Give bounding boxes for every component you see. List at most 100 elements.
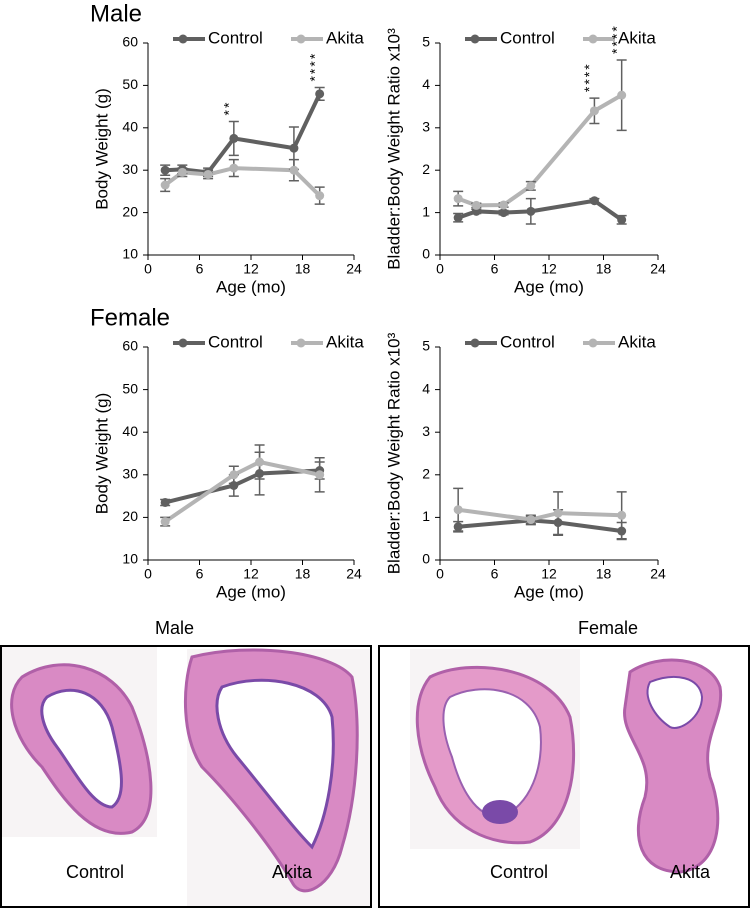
data-point bbox=[617, 215, 627, 225]
series-line bbox=[164, 459, 321, 524]
data-point bbox=[453, 213, 463, 223]
x-tick-label: 12 bbox=[541, 261, 557, 277]
data-point bbox=[453, 194, 463, 204]
x-tick-label: 24 bbox=[650, 566, 666, 582]
data-point bbox=[229, 133, 239, 143]
data-point bbox=[553, 508, 563, 518]
data-point bbox=[526, 206, 536, 216]
hist-label: Akita bbox=[272, 862, 313, 882]
legend-label: Control bbox=[500, 332, 555, 351]
series-line bbox=[457, 518, 622, 534]
y-tick-label: 1 bbox=[422, 508, 430, 524]
legend-marker bbox=[470, 34, 480, 44]
y-tick-label: 60 bbox=[122, 338, 138, 354]
x-tick-label: 0 bbox=[144, 566, 152, 582]
significance-label: **** bbox=[608, 24, 624, 54]
legend-label: Control bbox=[500, 28, 555, 47]
y-axis-label: Bladder:Body Weight Ratio x10³ bbox=[384, 28, 403, 270]
y-axis-label: Body Weight (g) bbox=[92, 393, 111, 515]
data-point bbox=[289, 165, 299, 175]
y-tick-label: 30 bbox=[122, 466, 138, 482]
x-tick-label: 0 bbox=[144, 261, 152, 277]
x-tick-label: 12 bbox=[243, 261, 259, 277]
y-tick-label: 1 bbox=[422, 203, 430, 219]
hist-panel bbox=[378, 645, 750, 908]
x-tick-label: 6 bbox=[491, 566, 499, 582]
data-point bbox=[160, 497, 170, 507]
x-tick-label: 18 bbox=[295, 566, 311, 582]
data-point bbox=[289, 143, 299, 153]
x-tick-label: 18 bbox=[596, 566, 612, 582]
series-line bbox=[165, 93, 322, 175]
y-tick-label: 40 bbox=[122, 423, 138, 439]
significance-label: ** bbox=[221, 101, 237, 116]
data-point bbox=[229, 470, 239, 480]
y-tick-label: 3 bbox=[422, 423, 430, 439]
y-tick-label: 50 bbox=[122, 76, 138, 92]
x-axis-label: Age (mo) bbox=[216, 277, 286, 296]
x-tick-label: 0 bbox=[436, 261, 444, 277]
x-tick-label: 24 bbox=[346, 566, 362, 582]
data-point bbox=[453, 505, 463, 515]
data-point bbox=[617, 90, 627, 100]
data-point bbox=[160, 165, 170, 175]
data-point bbox=[203, 169, 213, 179]
x-tick-label: 24 bbox=[346, 261, 362, 277]
x-tick-label: 24 bbox=[650, 261, 666, 277]
y-tick-label: 60 bbox=[122, 34, 138, 50]
y-tick-label: 3 bbox=[422, 119, 430, 135]
y-tick-label: 4 bbox=[422, 380, 430, 396]
data-point bbox=[160, 180, 170, 190]
data-point bbox=[499, 200, 509, 210]
legend-marker bbox=[178, 338, 188, 348]
x-tick-label: 18 bbox=[295, 261, 311, 277]
x-tick-label: 12 bbox=[541, 566, 557, 582]
y-tick-label: 2 bbox=[422, 466, 430, 482]
y-axis-label: Body Weight (g) bbox=[92, 88, 111, 210]
data-point bbox=[229, 163, 239, 173]
data-point bbox=[617, 510, 627, 520]
x-tick-label: 18 bbox=[596, 261, 612, 277]
hist-title: Male bbox=[155, 618, 195, 638]
legend-label: Control bbox=[208, 332, 263, 351]
legend-label: Akita bbox=[618, 332, 656, 351]
x-tick-label: 6 bbox=[196, 566, 204, 582]
data-point bbox=[255, 457, 265, 467]
data-point bbox=[471, 200, 481, 210]
series-line bbox=[457, 507, 622, 522]
data-point bbox=[315, 89, 325, 99]
hist-images bbox=[2, 647, 374, 906]
hist-images bbox=[410, 649, 723, 874]
legend-marker bbox=[178, 34, 188, 44]
data-point bbox=[526, 181, 536, 191]
y-tick-label: 50 bbox=[122, 380, 138, 396]
data-point bbox=[315, 470, 325, 480]
data-point bbox=[526, 515, 536, 525]
data-point bbox=[589, 196, 599, 206]
y-tick-label: 5 bbox=[422, 34, 430, 50]
chart-title: Female bbox=[90, 304, 170, 331]
hist-label: Akita bbox=[670, 862, 711, 882]
y-tick-label: 30 bbox=[122, 161, 138, 177]
legend-marker bbox=[470, 338, 480, 348]
legend-label: Control bbox=[208, 28, 263, 47]
chart-title: Male bbox=[90, 0, 142, 27]
y-axis-label: Bladder:Body Weight Ratio x10³ bbox=[384, 332, 403, 574]
series-line bbox=[164, 468, 320, 505]
hist-label: Control bbox=[490, 862, 549, 882]
y-tick-label: 2 bbox=[422, 161, 430, 177]
y-tick-label: 0 bbox=[422, 246, 430, 262]
legend-marker bbox=[296, 34, 306, 44]
x-axis-label: Age (mo) bbox=[514, 277, 584, 296]
legend-marker bbox=[296, 338, 306, 348]
legend-label: Akita bbox=[326, 332, 364, 351]
x-axis-label: Age (mo) bbox=[514, 582, 584, 601]
y-tick-label: 10 bbox=[122, 551, 138, 567]
hist-label: Control bbox=[66, 862, 125, 882]
data-point bbox=[315, 191, 325, 201]
data-point bbox=[177, 167, 187, 177]
x-tick-label: 12 bbox=[243, 566, 259, 582]
legend-marker bbox=[588, 338, 598, 348]
legend-label: Akita bbox=[618, 28, 656, 47]
